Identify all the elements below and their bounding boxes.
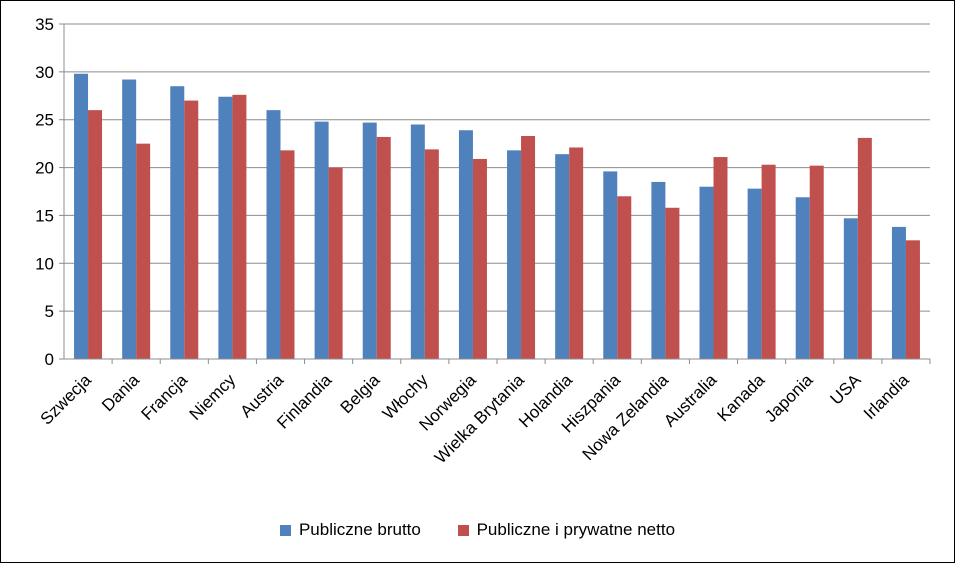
- bar-series-1-2: [170, 86, 185, 359]
- bar-series-1-15: [795, 197, 810, 359]
- legend-label-series-2: Publiczne i prywatne netto: [476, 520, 676, 539]
- x-category-label: Wielka Brytania: [431, 370, 528, 467]
- bar-series-2-9: [521, 135, 536, 359]
- bar-series-2-8: [472, 158, 487, 359]
- bar-series-1-5: [314, 121, 329, 359]
- bar-series-1-14: [747, 188, 762, 359]
- y-tick-label: 20: [35, 159, 54, 178]
- legend-item-series-2: Publiczne i prywatne netto: [457, 520, 676, 540]
- legend: Publiczne brutto Publiczne i prywatne ne…: [0, 520, 955, 541]
- bar-series-2-3: [232, 94, 247, 359]
- bar-series-1-4: [266, 110, 281, 360]
- y-tick-label: 25: [35, 111, 54, 130]
- bar-series-1-10: [555, 154, 570, 359]
- bar-series-2-12: [665, 207, 680, 359]
- y-tick-label: 0: [45, 350, 54, 369]
- x-category-label: Francja: [138, 370, 192, 424]
- bar-series-2-17: [905, 240, 920, 359]
- x-category-label: Dania: [98, 370, 143, 415]
- x-category-label: USA: [827, 370, 866, 409]
- bar-series-2-0: [88, 110, 103, 360]
- axes: [63, 24, 930, 360]
- bar-series-1-17: [891, 226, 906, 359]
- y-tick-label: 5: [45, 302, 54, 321]
- x-category-label: Niemcy: [186, 370, 240, 424]
- bar-series-2-11: [617, 196, 632, 359]
- bar-series-2-7: [424, 149, 439, 359]
- y-tick-label: 35: [35, 15, 54, 34]
- y-tick-label: 10: [35, 254, 54, 273]
- bar-series-2-1: [136, 143, 151, 359]
- bar-series-2-10: [569, 147, 584, 359]
- bar-series-1-0: [74, 73, 89, 360]
- bars: [74, 73, 920, 360]
- bar-series-1-11: [603, 171, 618, 359]
- bar-series-1-3: [218, 96, 233, 359]
- bar-series-2-6: [376, 136, 391, 359]
- x-category-label: Irlandia: [860, 370, 913, 423]
- bar-series-1-1: [122, 79, 137, 359]
- legend-label-series-1: Publiczne brutto: [298, 520, 421, 539]
- bar-series-2-4: [280, 150, 295, 359]
- bar-series-2-5: [328, 167, 343, 359]
- bar-series-2-15: [809, 165, 824, 359]
- bar-series-1-12: [651, 181, 666, 359]
- bar-series-1-13: [699, 186, 714, 359]
- bar-series-1-9: [507, 150, 522, 359]
- legend-item-series-1: Publiczne brutto: [279, 520, 421, 540]
- bar-series-1-7: [410, 124, 425, 359]
- x-category-label: Nowa Zelandia: [579, 370, 673, 464]
- bar-series-2-14: [761, 164, 776, 359]
- bar-series-2-13: [713, 157, 728, 359]
- bar-series-1-8: [458, 130, 473, 359]
- x-category-label: Kanada: [714, 370, 769, 425]
- bar-series-2-2: [184, 100, 199, 360]
- x-category-label: Japonia: [761, 370, 817, 426]
- y-tick-label: 30: [35, 63, 54, 82]
- x-category-label: Belgia: [337, 370, 384, 417]
- y-axis-tick-labels: 0 5 10 15 20 25 30 35: [35, 15, 54, 369]
- legend-swatch-series-2: [457, 524, 469, 536]
- bar-series-1-16: [843, 218, 858, 359]
- y-tick-label: 15: [35, 206, 54, 225]
- x-axis-category-labels: Szwecja DaniaFrancjaNiemcyAustriaFinlandi…: [37, 370, 913, 467]
- bar-series-2-16: [857, 137, 872, 359]
- x-category-label: Australia: [660, 370, 721, 431]
- x-category-label: Szwecja: [37, 370, 96, 429]
- bar-series-1-6: [362, 122, 377, 359]
- legend-swatch-series-1: [279, 524, 291, 536]
